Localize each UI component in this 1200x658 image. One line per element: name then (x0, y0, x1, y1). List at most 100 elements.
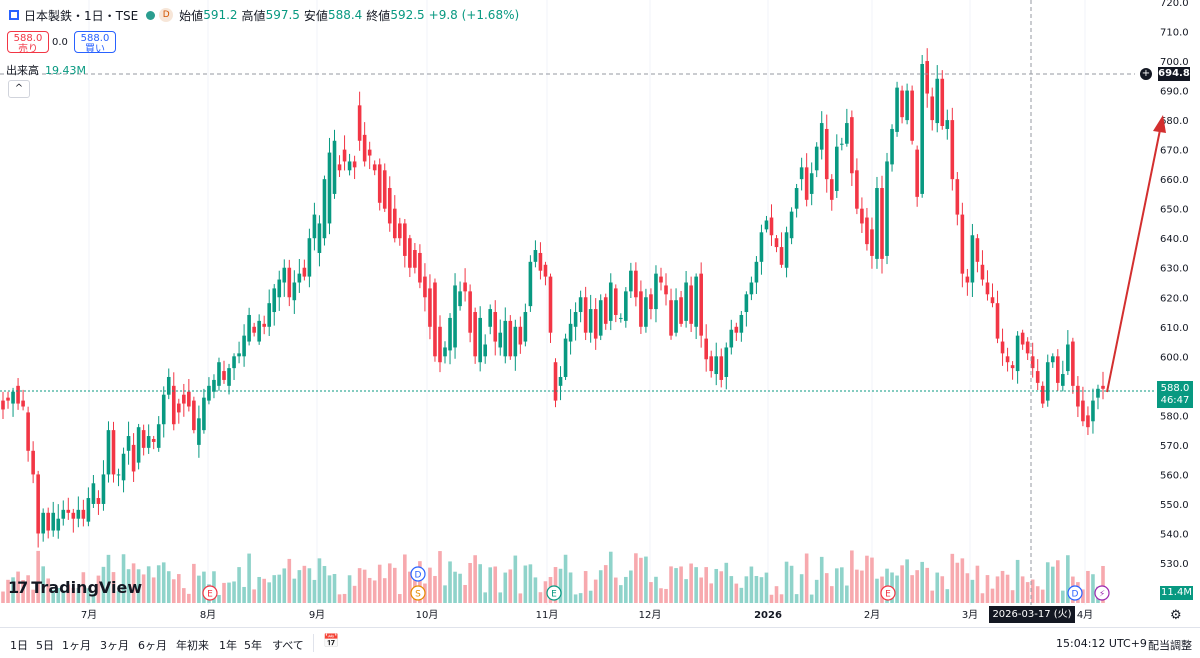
volume-bar (533, 577, 538, 603)
candle-body (337, 164, 342, 171)
volume-bar (106, 554, 111, 603)
candle-body (855, 170, 859, 209)
event-marker-icon[interactable] (1094, 585, 1110, 601)
tradingview-logo[interactable]: 17 TradingView (8, 578, 142, 597)
range-5y[interactable]: 5年 (244, 639, 262, 652)
range-5d[interactable]: 5日 (36, 639, 54, 652)
volume-bar (222, 582, 226, 603)
candle-body (1096, 388, 1100, 398)
price-axis[interactable]: 530.0540.0550.0560.0570.0580.0590.0600.0… (1160, 0, 1189, 570)
candle-body (197, 418, 201, 445)
range-ytd[interactable]: 年初来 (176, 639, 209, 652)
candle-body (885, 161, 889, 256)
candle-body (694, 276, 698, 327)
event-marker-icon[interactable] (1067, 585, 1083, 601)
candle-body (1025, 341, 1030, 354)
volume-bar (699, 577, 703, 603)
candle-body (1081, 400, 1085, 422)
candle-body (31, 450, 35, 475)
collapse-legend-button[interactable]: ^ (8, 80, 30, 98)
calendar-icon[interactable]: 📅 (323, 634, 340, 649)
range-1d[interactable]: 1日 (10, 639, 28, 652)
volume-bar (925, 567, 930, 603)
volume-bar (684, 579, 688, 603)
candle-body (739, 314, 744, 333)
price-tick-label: 620.0 (1160, 293, 1189, 304)
event-marker-icon[interactable] (202, 585, 218, 601)
range-1m[interactable]: 1ヶ月 (62, 639, 91, 652)
volume-bar (639, 557, 643, 603)
volume-legend[interactable]: 出来高 19.43M (6, 62, 86, 78)
volume-bar (629, 570, 633, 603)
volume-bar (1101, 565, 1105, 603)
volume-bar (56, 588, 61, 603)
volume-bar (433, 575, 437, 603)
time-axis[interactable]: 7月 8月 9月 10月 11月 12月 2026 2月 3月 4月 (81, 609, 1093, 621)
candle-body (212, 379, 216, 392)
candle-body (423, 276, 427, 298)
candle-body (503, 320, 508, 357)
candle-body (1, 400, 5, 410)
trend-arrow[interactable] (1106, 115, 1166, 393)
volume-bar (598, 570, 603, 603)
dividend-adjust-toggle[interactable]: 配当調整 (1148, 639, 1192, 652)
sell-label: 売り (18, 44, 38, 55)
volume-bar (111, 572, 116, 603)
candle-body (11, 391, 15, 404)
candle-body (141, 430, 146, 448)
range-1y[interactable]: 1年 (219, 639, 237, 652)
candle-body (639, 291, 643, 327)
volume-bar (739, 587, 744, 603)
volume-bar (940, 576, 945, 603)
volume-bar (202, 571, 206, 603)
buy-button[interactable]: 588.0 買い (74, 31, 116, 55)
volume-bar (217, 594, 221, 603)
candle-body (192, 400, 196, 431)
volume-bar (126, 569, 131, 603)
range-3m[interactable]: 3ヶ月 (100, 639, 129, 652)
volume-bar (468, 562, 472, 603)
volume-bar (930, 590, 935, 603)
volume-bar (895, 575, 899, 603)
sell-button[interactable]: 588.0 売り (7, 31, 49, 55)
candle-body (608, 282, 613, 321)
candle-body (724, 347, 729, 377)
volume-bar (1086, 570, 1090, 603)
candle-body (619, 317, 623, 319)
candle-body (784, 232, 789, 268)
volume-bar (377, 564, 382, 603)
event-marker-icon[interactable] (410, 585, 426, 601)
volume-bar (488, 567, 493, 603)
price-tick-label: 680.0 (1160, 116, 1189, 127)
gear-icon[interactable]: ⚙ (1170, 608, 1182, 623)
event-marker-icon[interactable] (546, 585, 562, 601)
candlestick-chart[interactable]: 530.0540.0550.0560.0570.0580.0590.0600.0… (0, 0, 1200, 627)
volume-bars (1, 550, 1105, 603)
time-tick-label: 8月 (200, 609, 216, 621)
event-marker-icon[interactable] (410, 566, 426, 582)
volume-bar (608, 551, 613, 603)
clock-time[interactable]: 15:04:12 UTC+9 (1056, 637, 1147, 650)
candle-body (292, 282, 297, 301)
symbol-title[interactable]: 日本製鉄・1日・TSE (24, 8, 139, 23)
candle-body (1066, 344, 1070, 372)
range-all[interactable]: すべて (272, 639, 304, 652)
candle-body (463, 282, 467, 292)
volume-bar (66, 584, 71, 603)
volume-bar (166, 571, 171, 603)
candle-body (382, 170, 387, 209)
range-6m[interactable]: 6ヶ月 (138, 639, 167, 652)
event-marker-icon[interactable] (880, 585, 896, 601)
candle-body (347, 161, 352, 171)
volume-bar (945, 589, 950, 603)
candle-body (96, 498, 101, 504)
volume-bar (935, 572, 940, 603)
event-markers[interactable]: EDS E E D ⚡ (202, 566, 1110, 601)
add-alert-icon[interactable]: + (1140, 68, 1152, 80)
volume-value: 19.43M (45, 64, 86, 77)
symbol-legend[interactable]: 日本製鉄・1日・TSE D 始値 591.2 高値 597.5 安値 588.4 終値… (8, 4, 523, 26)
volume-bar (513, 555, 518, 603)
candle-body (860, 208, 864, 224)
volume-bar (493, 566, 498, 603)
candle-body (865, 217, 869, 245)
